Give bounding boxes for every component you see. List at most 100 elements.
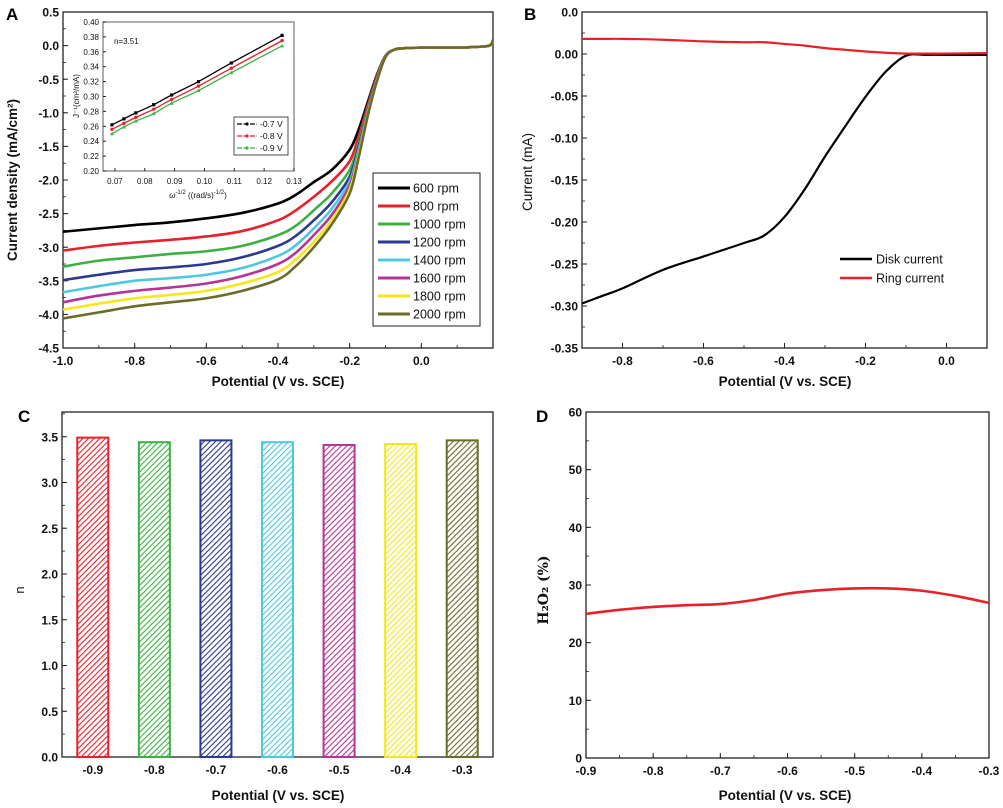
data-point (169, 101, 174, 105)
legend-marker (245, 122, 249, 126)
legend-label: -0.7 V (260, 119, 283, 129)
plot-frame (585, 411, 990, 759)
data-point (229, 70, 234, 75)
legend-label: 800 rpm (413, 200, 459, 214)
data-point (110, 127, 114, 131)
y-tick-label: 50 (569, 463, 583, 477)
x-tick-label: -0.6 (693, 354, 714, 368)
x-tick-label: -0.4 (774, 354, 795, 368)
inset-x-axis-title-part: ) (224, 191, 227, 200)
data-point (280, 38, 284, 43)
x-tick-label: -0.8 (612, 354, 633, 368)
y-tick-label: 0.30 (83, 93, 99, 102)
y-tick-label: 0.24 (83, 137, 99, 146)
y-tick-label: -0.5 (38, 73, 59, 87)
bar--0.6 (261, 441, 294, 758)
legend-label: 1800 rpm (413, 290, 466, 304)
legend-label: 1600 rpm (413, 272, 466, 286)
panel-label-a: A (6, 5, 18, 24)
y-tick-label: 0.00 (555, 48, 579, 62)
x-tick-label: 0.12 (256, 177, 272, 186)
inset-x-axis-title-part: ω (169, 191, 175, 200)
bar--0.7 (199, 439, 233, 758)
y-tick-label: 0 (575, 752, 582, 766)
y-tick-label: -4.5 (38, 342, 59, 356)
inset-annotation: n=3.51 (114, 37, 139, 46)
x-tick-label: -0.6 (777, 764, 798, 778)
y-tick-label: 2.5 (41, 522, 58, 536)
x-tick-label: -0.7 (710, 764, 731, 778)
x-tick-label: 0.0 (413, 354, 430, 368)
inset-x-axis-title-part: -1/2 (175, 190, 186, 196)
y-tick-label: -4.0 (38, 308, 59, 322)
bar--0.8 (137, 441, 171, 758)
data-point (133, 119, 138, 123)
data-point (122, 117, 126, 121)
y-tick-label: 3.0 (41, 476, 58, 490)
y-tick-label: 0.34 (83, 63, 99, 72)
x-axis-title-b: Potential (V vs. SCE) (719, 374, 852, 389)
legend-a: 600 rpm 800 rpm 1000 rpm 1200 rpm 1400 rpm 16… (372, 172, 481, 327)
y-tick-label: -3.5 (38, 274, 59, 288)
x-tick-label: -0.8 (124, 354, 145, 368)
y-tick-label: 0.20 (83, 167, 99, 176)
panel-a: -1.0 -0.8 -0.6 -0.4 -0.2 0.0 0.5 0.0 -0.5 -1.0 -1.… (38, 6, 495, 368)
data-point (134, 111, 138, 115)
y-tick-label: 0.22 (83, 152, 99, 161)
x-tick-label: -1.0 (53, 354, 74, 368)
legend-marker (245, 134, 249, 138)
bar--0.5 (322, 443, 356, 758)
y-tick-label: 1.5 (41, 613, 58, 627)
data-point (151, 111, 156, 116)
inset-x-axis-title: ω-1/2 ((rad/s)-1/2) (169, 190, 227, 200)
x-tick-label: -0.9 (82, 763, 103, 777)
x-tick-label: -0.4 (268, 354, 289, 368)
y-tick-label: 0.32 (83, 78, 99, 87)
y-tick-label: -3.0 (38, 241, 59, 255)
legend-label: 1200 rpm (413, 236, 466, 250)
legend-label: 600 rpm (413, 182, 459, 196)
x-tick-label: -0.8 (144, 763, 165, 777)
inset-x-axis-title-part: -1/2 (214, 190, 225, 196)
bar--0.9 (76, 436, 110, 758)
legend-label: -0.9 V (260, 143, 283, 153)
series-line-0 (585, 586, 990, 616)
legend-label: Disk current (876, 253, 943, 267)
data-point (110, 123, 114, 127)
series-line-7 (62, 39, 495, 320)
y-tick-label: 0.5 (42, 6, 59, 20)
y-tick-label: -0.10 (551, 132, 579, 146)
data-point (122, 121, 126, 126)
x-tick-label: -0.6 (267, 763, 288, 777)
y-tick-label: -0.15 (551, 174, 579, 188)
y-tick-label: 60 (569, 406, 583, 420)
data-point (196, 84, 201, 88)
panel-c: -0.9 -0.8 -0.7 -0.6 -0.5 -0.4 -0.3 0.0 0.5 1.0 1.5… (41, 411, 494, 777)
y-tick-label: 0.0 (42, 39, 59, 53)
inset-series-line-2 (111, 45, 283, 135)
inset-x-axis-title-part: ((rad/s) (186, 191, 214, 200)
y-axis-title-b: Current (mA) (520, 133, 535, 211)
y-tick-label: -2.5 (38, 207, 59, 221)
data-point (152, 103, 156, 107)
x-tick-label: -0.5 (844, 764, 865, 778)
x-tick-label: -0.7 (206, 763, 227, 777)
panel-label-d: D (536, 407, 548, 426)
plot-frame (581, 11, 988, 349)
y-tick-label: -0.35 (551, 342, 579, 356)
data-point (109, 131, 114, 136)
legend-label: 1400 rpm (413, 254, 466, 268)
data-point (280, 33, 284, 38)
y-tick-label: -0.30 (551, 300, 579, 314)
x-tick-label: 0.10 (197, 177, 213, 186)
y-tick-label: 40 (569, 521, 583, 535)
data-point (229, 66, 234, 70)
legend-label: -0.8 V (260, 131, 283, 141)
legend-marker (245, 146, 249, 150)
x-axis-title-d: Potential (V vs. SCE) (719, 788, 852, 803)
x-tick-label: -0.3 (452, 763, 473, 777)
x-tick-label: -0.8 (643, 764, 664, 778)
y-tick-label: 0.0 (41, 751, 58, 765)
data-point (196, 80, 201, 84)
x-tick-label: -0.3 (979, 764, 1000, 778)
